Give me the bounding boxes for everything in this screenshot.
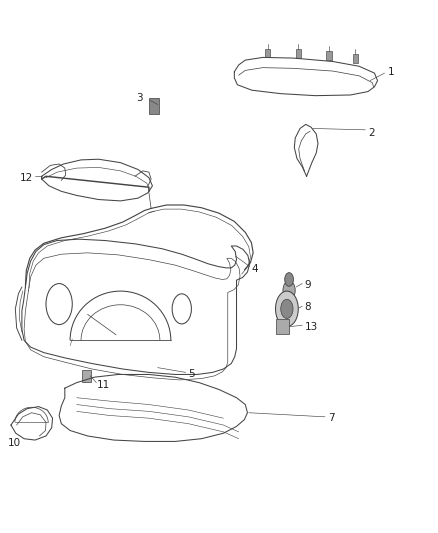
- Bar: [353, 54, 358, 63]
- Circle shape: [285, 273, 293, 286]
- Text: 12: 12: [20, 173, 33, 183]
- Bar: [276, 319, 289, 334]
- Circle shape: [281, 300, 293, 318]
- Text: 1: 1: [388, 67, 394, 77]
- Text: 9: 9: [304, 280, 311, 290]
- Text: 7: 7: [328, 413, 334, 423]
- Text: 8: 8: [304, 303, 311, 312]
- Bar: [296, 49, 301, 58]
- Bar: [265, 49, 270, 58]
- Bar: [82, 370, 91, 382]
- Bar: [149, 98, 159, 114]
- Bar: [326, 51, 332, 60]
- Text: 4: 4: [252, 264, 258, 274]
- Circle shape: [283, 281, 295, 300]
- Text: 13: 13: [304, 321, 318, 332]
- Text: 11: 11: [97, 381, 110, 390]
- Text: 5: 5: [188, 369, 195, 379]
- Text: 3: 3: [137, 93, 143, 103]
- Circle shape: [276, 291, 298, 327]
- Text: 2: 2: [368, 127, 374, 138]
- Text: 10: 10: [8, 438, 21, 448]
